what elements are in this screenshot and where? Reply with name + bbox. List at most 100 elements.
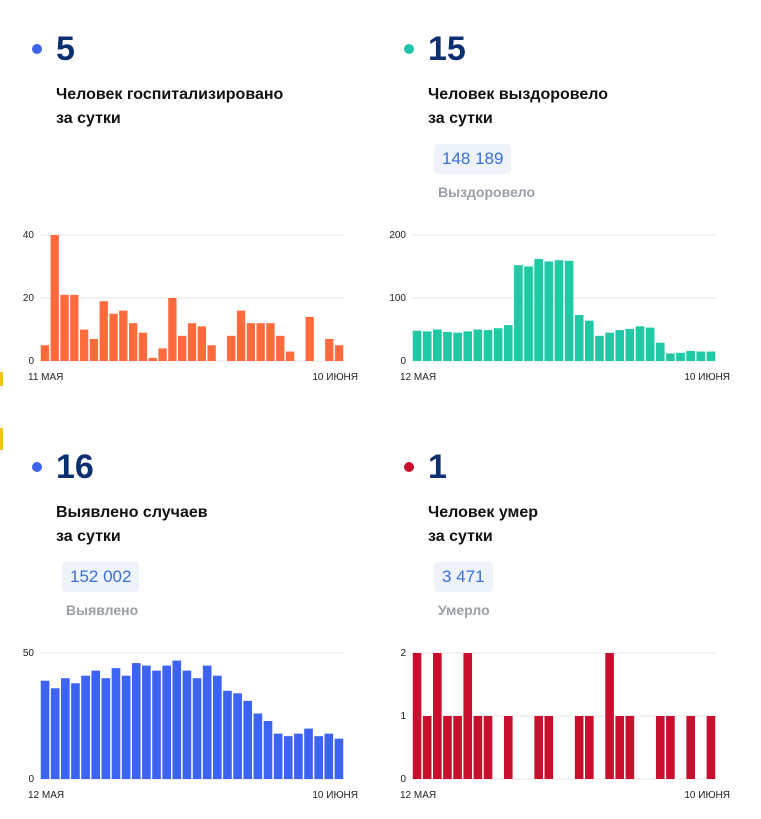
y-tick-label: 20 — [23, 293, 35, 304]
bar — [243, 700, 253, 779]
recovered-panel: 15 Человек выздоровело за сутки 148 189 … — [372, 0, 742, 400]
bar — [81, 675, 90, 779]
edge-marker — [0, 372, 3, 386]
y-tick-label: 40 — [23, 230, 35, 241]
bar — [246, 323, 255, 361]
bar — [285, 351, 295, 361]
y-tick-label: 0 — [28, 774, 34, 785]
bar — [574, 716, 584, 779]
bar — [595, 335, 604, 361]
bar — [304, 728, 313, 779]
hospitalized-chart: 0 20 40 11 МАЯ 10 ИЮНЯ — [23, 230, 358, 383]
bar — [324, 733, 334, 779]
bar — [40, 345, 50, 361]
bar — [443, 716, 452, 779]
bar — [71, 683, 80, 779]
bar — [334, 345, 344, 361]
description-line: Человек умер — [428, 504, 539, 521]
bar — [706, 351, 716, 361]
bar — [574, 315, 584, 361]
cases-count: 16 — [56, 448, 94, 486]
y-tick-label: 0 — [28, 356, 34, 367]
bar — [625, 328, 635, 361]
bar — [61, 678, 70, 779]
bar — [283, 736, 293, 779]
bar — [202, 665, 212, 779]
bar — [443, 332, 452, 361]
bar — [544, 261, 554, 361]
deaths-chart: 0 1 2 12 МАЯ 10 ИЮНЯ — [400, 648, 730, 801]
bar — [253, 713, 263, 779]
deaths-total-badge: 3 471 — [434, 562, 493, 592]
bar — [207, 345, 216, 361]
bar — [514, 265, 523, 361]
deaths-description: Человек умер за сутки — [428, 501, 708, 549]
bar — [101, 678, 111, 779]
cases-chart: 0 50 12 МАЯ 10 ИЮНЯ — [23, 648, 358, 801]
bar — [276, 335, 285, 361]
bar — [615, 330, 625, 361]
y-tick-label: 200 — [389, 230, 406, 241]
bar — [187, 323, 197, 361]
bar — [91, 670, 101, 779]
bar — [294, 733, 303, 779]
description-line: Человек выздоровело — [428, 86, 609, 103]
bar — [453, 716, 462, 779]
bar — [412, 330, 422, 361]
bar — [564, 260, 574, 361]
bar — [635, 326, 645, 361]
bar — [70, 294, 79, 361]
description-line: за сутки — [428, 528, 493, 545]
bar — [192, 678, 202, 779]
cases-total-label: Выявлено — [66, 602, 139, 618]
hospitalized-panel: 5 Человек госпитализировано за сутки 0 20… — [0, 0, 370, 400]
bar — [158, 348, 167, 361]
bar — [666, 353, 675, 361]
bar — [227, 335, 236, 361]
recovered-total-label: Выздоровело — [438, 184, 536, 200]
cases-total-badge: 152 002 — [62, 562, 140, 592]
bar — [60, 294, 69, 361]
bar — [236, 310, 246, 361]
bar — [142, 665, 151, 779]
bar — [314, 736, 323, 779]
bar — [111, 668, 121, 779]
x-start-label: 12 МАЯ — [28, 790, 64, 801]
y-tick-label: 50 — [23, 648, 35, 659]
bar — [213, 675, 222, 779]
bar — [178, 335, 187, 361]
bar — [131, 663, 141, 779]
bar — [706, 716, 716, 779]
bar — [152, 670, 161, 779]
recovered-count: 15 — [428, 30, 466, 68]
bar — [433, 653, 442, 779]
bar — [696, 351, 706, 361]
x-start-label: 12 МАЯ — [400, 372, 436, 383]
cases-panel: 16 Выявлено случаев за сутки 152 002 Выя… — [0, 418, 370, 818]
cases-description: Выявлено случаев за сутки — [56, 501, 336, 549]
bar — [119, 310, 128, 361]
x-start-label: 11 МАЯ — [28, 372, 63, 383]
bar — [40, 680, 50, 779]
deaths-total-label: Умерло — [438, 602, 490, 618]
bar — [544, 716, 554, 779]
x-end-label: 10 ИЮНЯ — [312, 372, 358, 383]
bar — [334, 738, 344, 779]
edge-marker — [0, 428, 3, 450]
y-tick-label: 100 — [389, 293, 406, 304]
bar — [148, 357, 157, 361]
x-end-label: 10 ИЮНЯ — [684, 372, 730, 383]
bar — [483, 716, 493, 779]
bar — [89, 338, 99, 361]
bar — [233, 693, 242, 779]
bar — [273, 733, 283, 779]
y-tick-label: 0 — [400, 356, 406, 367]
bar — [325, 338, 334, 361]
hospitalized-count: 5 — [56, 30, 75, 68]
description-line: за сутки — [56, 110, 121, 127]
bar — [473, 329, 483, 361]
bar — [483, 330, 493, 361]
bar — [463, 331, 473, 361]
bar — [50, 235, 59, 361]
